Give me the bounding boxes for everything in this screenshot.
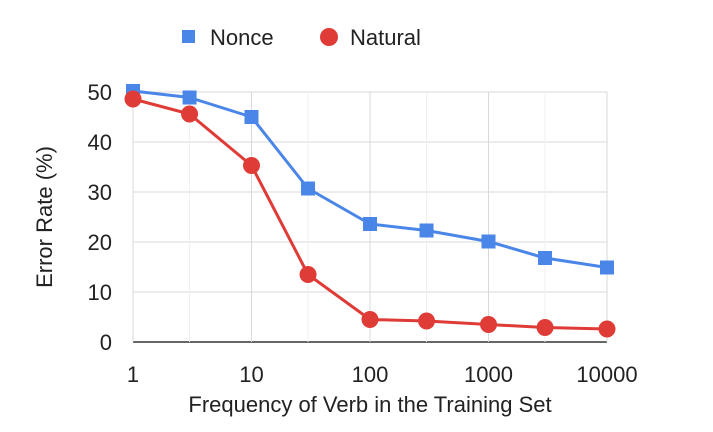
y-tick-label: 50 (88, 80, 112, 105)
data-point-natural (124, 90, 142, 108)
data-point-natural (361, 311, 379, 328)
data-point-nonce (182, 90, 197, 105)
legend: Nonce Natural (182, 25, 421, 50)
x-tick-label: 100 (352, 362, 389, 387)
y-axis-title: Error Rate (%) (32, 146, 57, 288)
y-tick-label: 40 (88, 130, 112, 155)
series-layer (124, 84, 616, 338)
data-point-natural (299, 266, 317, 283)
data-point-natural (598, 320, 616, 338)
series-natural (124, 90, 616, 338)
data-point-nonce (244, 110, 259, 124)
x-tick-label: 10 (239, 362, 263, 387)
data-point-nonce (419, 223, 434, 238)
data-point-nonce (363, 217, 377, 231)
x-tick-label: 1 (127, 362, 139, 387)
data-point-natural (418, 312, 436, 330)
y-tick-label: 20 (88, 230, 112, 255)
data-point-nonce (481, 234, 496, 249)
y-tick-label: 30 (88, 180, 112, 205)
data-point-nonce (600, 260, 614, 275)
legend-marker-nonce (182, 30, 195, 43)
data-point-natural (536, 319, 554, 336)
x-tick-label: 10000 (576, 362, 637, 387)
y-tick-label: 0 (100, 330, 112, 355)
data-point-nonce (538, 251, 553, 265)
x-axis-title: Frequency of Verb in the Training Set (188, 392, 551, 417)
y-tick-label: 10 (88, 280, 112, 305)
legend-label-nonce: Nonce (210, 25, 274, 50)
legend-label-natural: Natural (350, 25, 421, 50)
legend-marker-natural (320, 28, 338, 46)
y-axis-ticks: 0 10 20 30 40 50 (88, 80, 112, 355)
x-axis-ticks: 1 10 100 1000 10000 (127, 362, 638, 387)
data-point-natural (181, 105, 199, 123)
data-point-natural (480, 316, 497, 333)
data-point-natural (243, 157, 260, 174)
data-point-nonce (301, 181, 316, 196)
x-tick-label: 1000 (464, 362, 513, 387)
